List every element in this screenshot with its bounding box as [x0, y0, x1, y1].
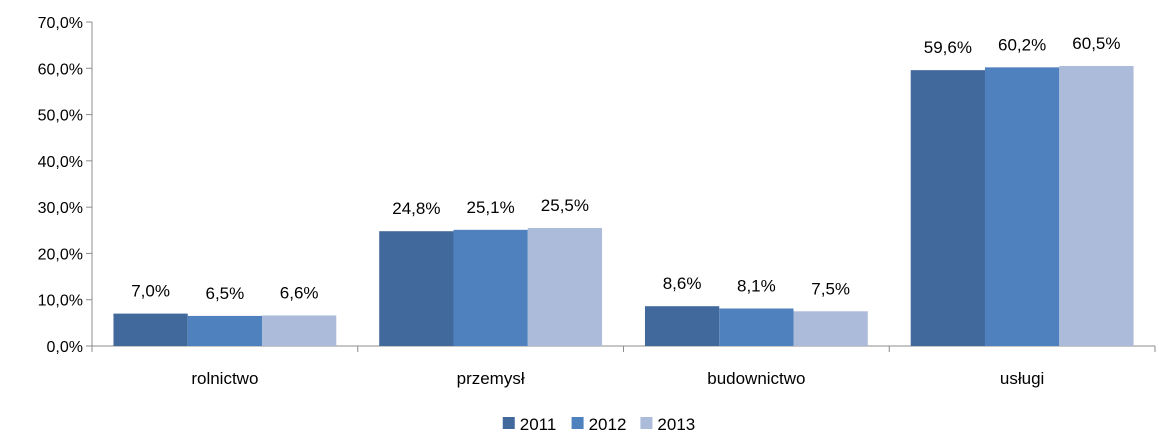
data-label: 25,5% [541, 196, 589, 215]
data-label: 8,1% [737, 277, 776, 296]
x-axis: rolnictwo przemysł budownictwo usługi [91, 345, 1156, 388]
bar-2011-2 [644, 306, 720, 346]
bar-2013-2 [793, 311, 868, 346]
bar-2013-1 [527, 227, 603, 346]
data-label: 8,6% [663, 274, 702, 293]
legend: 2011 2012 2013 [502, 415, 695, 434]
bars [113, 65, 1134, 347]
legend-swatch-2011 [502, 417, 515, 429]
legend-label: 2013 [657, 415, 695, 434]
data-label: 7,5% [811, 279, 850, 298]
bar-2012-2 [719, 308, 794, 346]
y-tick-label: 0,0% [47, 339, 83, 356]
data-label: 7,0% [131, 282, 170, 301]
legend-swatch-2012 [571, 417, 584, 429]
bar-2013-0 [262, 315, 337, 346]
data-label: 60,5% [1072, 34, 1120, 53]
legend-swatch-2013 [640, 417, 653, 429]
data-label: 6,5% [206, 284, 245, 303]
bar-2012-1 [453, 229, 528, 346]
y-axis: 0,0% 10,0% 20,0% 30,0% 40,0% 50,0% 60,0% 70,0% [38, 15, 93, 356]
bar-2012-3 [984, 67, 1060, 347]
data-label: 25,1% [467, 198, 515, 217]
bar-2011-3 [910, 70, 985, 346]
y-tick-label: 30,0% [38, 200, 83, 217]
y-tick-label: 50,0% [38, 108, 83, 125]
bar-2013-3 [1059, 65, 1134, 346]
data-label: 60,2% [998, 35, 1046, 54]
y-tick-label: 10,0% [38, 293, 83, 310]
bar-2012-0 [187, 315, 263, 346]
bar-2011-0 [113, 313, 188, 346]
data-label: 24,8% [392, 199, 440, 218]
y-tick-label: 20,0% [38, 246, 83, 263]
category-label: budownictwo [707, 369, 805, 388]
y-tick-label: 70,0% [38, 15, 83, 32]
legend-label: 2011 [520, 415, 557, 434]
bar-2011-1 [379, 231, 454, 346]
legend-label: 2012 [589, 415, 627, 434]
data-label: 6,6% [280, 283, 319, 302]
category-label: usługi [1000, 369, 1044, 388]
data-label: 59,6% [924, 38, 972, 57]
data-labels: 7,0% 6,5% 6,6% 24,8% 25,1% 25,5% 8,6% 8,1% 7,5% 5… [131, 34, 1120, 303]
category-label: rolnictwo [191, 369, 258, 388]
y-tick-label: 40,0% [38, 154, 83, 171]
y-tick-label: 60,0% [38, 61, 83, 78]
category-label: przemysł [457, 369, 525, 388]
